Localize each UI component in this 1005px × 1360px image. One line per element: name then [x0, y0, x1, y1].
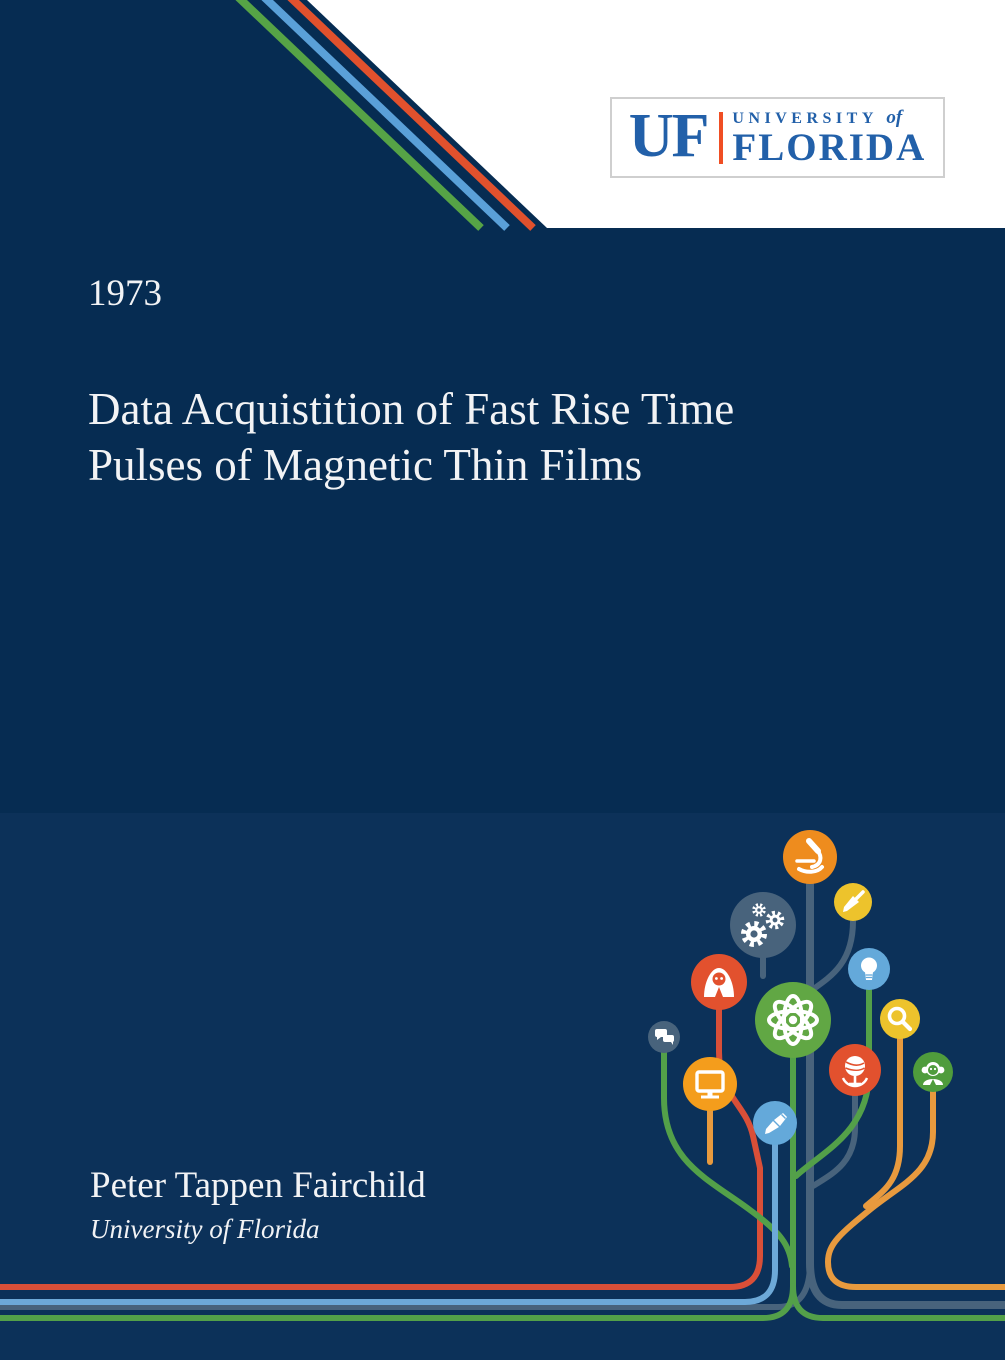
logo-florida-text: FLORIDA [732, 126, 927, 170]
diagonal-stripe-green [235, 0, 484, 231]
branch-slate-left [0, 1260, 813, 1310]
monitor-node [683, 1057, 737, 1111]
author-name: Peter Tappen Fairchild [90, 1165, 426, 1206]
branch-orange-right [825, 1088, 1005, 1290]
logo-wordmark: UNIVERSITY of FLORIDA [732, 106, 927, 170]
branch-light-blue [0, 1141, 778, 1305]
branch-globe [810, 1093, 858, 1189]
graduate-woman-node [691, 954, 747, 1010]
globe-icon [841, 1056, 869, 1088]
graduate-woman-icon [704, 968, 734, 997]
atom-node [755, 982, 831, 1058]
logo-of-text: of [886, 106, 903, 128]
paintbrush-node [834, 883, 872, 921]
gears-node [730, 892, 796, 958]
chat-bubbles-node [648, 1021, 680, 1053]
branch-magnifier [863, 1035, 903, 1209]
branch-chat [661, 1049, 795, 1269]
magnifier-node [880, 999, 920, 1039]
gears-circle [730, 892, 796, 958]
uf-logo: UF UNIVERSITY of FLORIDA [610, 97, 945, 178]
uf-monogram: UF [628, 101, 710, 170]
monitor-icon [695, 1070, 725, 1099]
lightbulb-node [848, 948, 890, 990]
globe-node [829, 1044, 881, 1096]
diagonal-stripe-orange [287, 0, 536, 231]
monitor-circle [683, 1057, 737, 1111]
microscope-icon [795, 838, 824, 874]
branch-slate-right [806, 880, 1005, 1309]
page-title: Data Acquistition of Fast Rise Time Puls… [88, 384, 735, 490]
chat-bubbles-icon [655, 1029, 674, 1045]
magnifier-icon [887, 1006, 913, 1032]
branch-paintbrush [809, 918, 856, 993]
lightbulb-icon [861, 957, 877, 980]
publication-year: 1973 [88, 273, 162, 314]
paintbrush-icon [843, 890, 865, 912]
tree-branches [0, 880, 1005, 1321]
author-affiliation: University of Florida [90, 1214, 320, 1244]
microscope-node [783, 830, 837, 884]
logo-university-of: UNIVERSITY of [732, 106, 926, 129]
girl-icon [921, 1062, 945, 1085]
microscope-circle [783, 830, 837, 884]
logo-divider-bar [719, 111, 724, 164]
magnifier-circle [880, 999, 920, 1039]
atom-icon [767, 994, 819, 1046]
girl-node [913, 1052, 953, 1092]
diagonal-stripe-light-blue [261, 0, 510, 231]
research-tree-graphic [0, 830, 1005, 1321]
corner-diagonal-stripes [235, 0, 536, 231]
pencil-node [753, 1101, 797, 1145]
pencil-icon [765, 1113, 787, 1134]
logo-university-text: UNIVERSITY [732, 109, 878, 127]
branch-red [0, 1005, 763, 1290]
branch-green-right [790, 1283, 1005, 1321]
